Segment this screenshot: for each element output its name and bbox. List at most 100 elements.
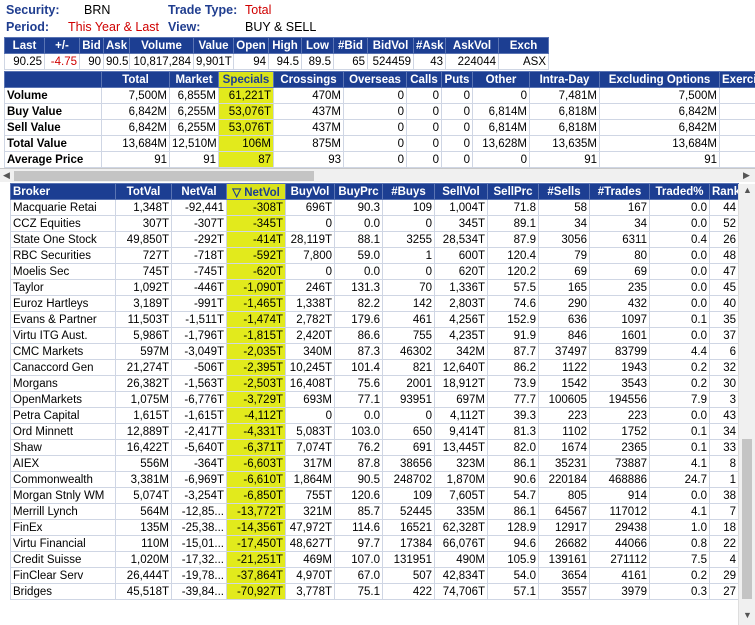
broker-col-header[interactable]: Broker: [10, 183, 116, 200]
broker-cell: -39,84...: [171, 583, 227, 600]
broker-col-header[interactable]: #Sells: [538, 183, 590, 200]
summary-col-header[interactable]: Excluding Options: [599, 71, 720, 88]
broker-row[interactable]: Bridges 45,518T -39,84... -70,927T 3,778T 75.…: [10, 583, 739, 600]
broker-col-header[interactable]: BuyPrc: [334, 183, 383, 200]
broker-cell: 0.0: [334, 407, 383, 424]
broker-row[interactable]: Merrill Lynch 564M -12,85... -13,772T 321M 85…: [10, 503, 739, 520]
summary-row[interactable]: Total Value 13,684M 12,510M 106M 875M 0 0 0 13,6…: [4, 135, 755, 152]
broker-row[interactable]: Virtu ITG Aust. 5,986T -1,796T -1,815T 2,420…: [10, 327, 739, 344]
broker-row[interactable]: RBC Securities 727T -718T -592T 7,800 59.0 1 60…: [10, 247, 739, 264]
scroll-left-icon[interactable]: ◀: [3, 170, 10, 180]
quote-col-header[interactable]: Volume: [129, 37, 194, 54]
quote-col-header[interactable]: Value: [193, 37, 234, 54]
quote-col-header[interactable]: AskVol: [445, 37, 499, 54]
quote-col-header[interactable]: #Bid: [333, 37, 368, 54]
quote-col-header[interactable]: Exch: [498, 37, 549, 54]
quote-col-header[interactable]: Open: [233, 37, 269, 54]
broker-row[interactable]: Commonwealth 3,381M -6,969T -6,610T 1,864M 90…: [10, 471, 739, 488]
broker-cell: -3,254T: [171, 487, 227, 504]
scroll-up-icon[interactable]: ▲: [743, 185, 752, 195]
broker-cell: 97.7: [334, 535, 383, 552]
netvol-sort-header[interactable]: ▽ NetVol: [226, 183, 286, 200]
broker-cell: -6,610T: [226, 471, 286, 488]
summary-cell: 53,076T: [218, 119, 274, 136]
broker-cell: 13,445T: [434, 439, 488, 456]
broker-row[interactable]: FinEx 135M -25,38... -14,356T 47,972T 114.6 16…: [10, 519, 739, 536]
broker-row[interactable]: Taylor 1,092T -446T -1,090T 246T 131.3 70 1,336…: [10, 279, 739, 296]
broker-row[interactable]: Ord Minnett 12,889T -2,417T -4,331T 5,083T 10…: [10, 423, 739, 440]
broker-row[interactable]: Shaw 16,422T -5,640T -6,371T 7,074T 76.2 691 13…: [10, 439, 739, 456]
quote-col-header[interactable]: Bid: [79, 37, 104, 54]
summary-col-header[interactable]: Puts: [441, 71, 473, 88]
quote-col-header[interactable]: #Ask: [413, 37, 446, 54]
broker-col-header[interactable]: #Buys: [382, 183, 435, 200]
broker-cell: 79: [538, 247, 590, 264]
horizontal-scroll-thumb[interactable]: [14, 171, 314, 181]
broker-row[interactable]: Morgans 26,382T -1,563T -2,503T 16,408T 75.6 2…: [10, 375, 739, 392]
quote-col-header[interactable]: Last: [4, 37, 45, 54]
summary-col-header[interactable]: Other: [472, 71, 530, 88]
broker-row[interactable]: Credit Suisse 1,020M -17,32... -21,251T 469M…: [10, 551, 739, 568]
scroll-down-icon[interactable]: ▼: [743, 610, 752, 620]
quote-col-header[interactable]: BidVol: [367, 37, 414, 54]
summary-col-header[interactable]: Exerci: [719, 71, 755, 88]
summary-cell: 6,255M: [169, 119, 219, 136]
quote-col-header[interactable]: High: [268, 37, 302, 54]
summary-col-header[interactable]: Calls: [406, 71, 442, 88]
broker-cell: -1,090T: [226, 279, 286, 296]
summary-col-header[interactable]: [4, 71, 102, 88]
scroll-right-icon[interactable]: ▶: [743, 170, 750, 180]
broker-row[interactable]: FinClear Serv 26,444T -19,78... -37,864T 4,9…: [10, 567, 739, 584]
broker-row[interactable]: AIEX 556M -364T -6,603T 317M 87.8 38656 323M 86.…: [10, 455, 739, 472]
broker-row[interactable]: CCZ Equities 307T -307T -345T 0 0.0 0 345T 89.1 3…: [10, 215, 739, 232]
broker-row[interactable]: Evans & Partner 11,503T -1,511T -1,474T 2,78…: [10, 311, 739, 328]
broker-col-header[interactable]: NetVal: [171, 183, 227, 200]
broker-row[interactable]: State One Stock 49,850T -292T -414T 28,119T 8…: [10, 231, 739, 248]
summary-col-header[interactable]: Intra-Day: [529, 71, 600, 88]
vertical-scroll-thumb[interactable]: [742, 439, 752, 599]
summary-row[interactable]: Volume 7,500M 6,855M 61,221T 470M 0 0 0 0 7,481M 7…: [4, 87, 755, 104]
summary-cell: 6,842M: [599, 103, 720, 120]
broker-col-header[interactable]: #Trades: [589, 183, 650, 200]
summary-row[interactable]: Buy Value 6,842M 6,255M 53,076T 437M 0 0 0 6,814…: [4, 103, 755, 120]
broker-cell: 2001: [382, 375, 435, 392]
broker-row[interactable]: Petra Capital 1,615T -1,615T -4,112T 0 0.0 0 4,…: [10, 407, 739, 424]
broker-row[interactable]: OpenMarkets 1,075M -6,776T -3,729T 693M 77.1 9…: [10, 391, 739, 408]
broker-row[interactable]: Morgan Stnly WM 5,074T -3,254T -6,850T 755T 1…: [10, 487, 739, 504]
quote-col-header[interactable]: +/-: [44, 37, 80, 54]
broker-row[interactable]: Canaccord Gen 21,274T -506T -2,395T 10,245T 1…: [10, 359, 739, 376]
broker-cell: 81.3: [487, 423, 539, 440]
broker-cell: 86.2: [487, 359, 539, 376]
summary-col-header[interactable]: Overseas: [343, 71, 407, 88]
broker-row[interactable]: CMC Markets 597M -3,049T -2,035T 340M 87.3 463…: [10, 343, 739, 360]
broker-col-header[interactable]: Rank: [709, 183, 739, 200]
broker-row[interactable]: Euroz Hartleys 3,189T -991T -1,465T 1,338T 82…: [10, 295, 739, 312]
quote-col-header[interactable]: Low: [301, 37, 334, 54]
summary-cell: 0: [472, 87, 530, 104]
horizontal-scrollbar[interactable]: ◀ ▶: [0, 168, 755, 182]
broker-col-header[interactable]: SellPrc: [487, 183, 539, 200]
summary-col-header[interactable]: Crossings: [273, 71, 344, 88]
broker-cell: 4.4: [649, 343, 710, 360]
broker-name: Ord Minnett: [10, 423, 116, 440]
broker-col-header[interactable]: Traded%: [649, 183, 710, 200]
broker-cell: 47,972T: [285, 519, 335, 536]
summary-row[interactable]: Average Price 91 91 87 93 0 0 0 0 91 91: [4, 151, 755, 168]
broker-cell: 0.0: [334, 215, 383, 232]
quote-col-header[interactable]: Ask: [103, 37, 130, 54]
summary-col-header[interactable]: Market: [169, 71, 219, 88]
broker-cell: 469M: [285, 551, 335, 568]
broker-row[interactable]: Moelis Sec 745T -745T -620T 0 0.0 0 620T 120.2 69…: [10, 263, 739, 280]
broker-col-header[interactable]: BuyVol: [285, 183, 335, 200]
vertical-scrollbar[interactable]: ▲ ▼: [738, 184, 755, 625]
broker-cell: 727T: [115, 247, 172, 264]
broker-col-header[interactable]: SellVol: [434, 183, 488, 200]
summary-cell: 6,855M: [169, 87, 219, 104]
broker-row[interactable]: Macquarie Retai 1,348T -92,441 -308T 696T 90.…: [10, 199, 739, 216]
broker-cell: 77.7: [487, 391, 539, 408]
summary-row[interactable]: Sell Value 6,842M 6,255M 53,076T 437M 0 0 0 6,81…: [4, 119, 755, 136]
summary-col-header[interactable]: Total: [101, 71, 170, 88]
broker-row[interactable]: Virtu Financial 110M -15,01... -17,450T 48,6…: [10, 535, 739, 552]
summary-col-header[interactable]: Specials: [218, 71, 274, 88]
broker-col-header[interactable]: TotVal: [115, 183, 172, 200]
